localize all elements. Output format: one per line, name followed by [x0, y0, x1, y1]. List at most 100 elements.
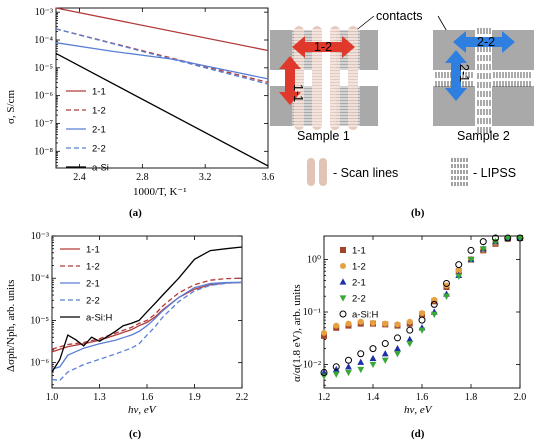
arrow-1-1: 1-1	[279, 56, 305, 105]
panel-a-x-ticks: 2.4 2.8 3.2 3.6	[73, 8, 274, 183]
panel-d-points	[320, 234, 524, 380]
legend-label-1-2: 1-2	[352, 262, 366, 273]
series-line-1-1	[51, 281, 243, 353]
legend-marker-2-1	[339, 278, 347, 285]
panel-a-xlabel: 1000/T, K⁻¹	[133, 186, 187, 198]
panel-a-letter: (a)	[129, 207, 142, 219]
svg-text:2-2: 2-2	[477, 35, 495, 49]
panel-d-legend: 1-1 1-2 2-1 2-2 a-Si:H	[339, 246, 379, 321]
legend-label-a-Si:H: a-Si:H	[352, 310, 379, 321]
y-tick-label: 10⁻¹	[303, 307, 321, 318]
data-point-2-2	[357, 366, 365, 374]
svg-text:1-1: 1-1	[291, 84, 305, 102]
data-point-1-2	[406, 318, 413, 325]
panel-b-letter: (b)	[411, 207, 425, 219]
lipss-label: - LIPSS	[473, 166, 516, 180]
sample-2-label: Sample 2	[457, 129, 510, 143]
series-line-a-Si	[55, 52, 269, 167]
scan-lines-label: - Scan lines	[333, 166, 398, 180]
panel-c: 10⁻³ 10⁻⁴ 10⁻⁵ 10⁻⁶ 1.0 1.3 1.6 1.9 2.2 1-1 1-2 2…	[5, 231, 248, 440]
y-tick-label: 10⁻³	[31, 231, 49, 242]
data-point-1-2	[443, 282, 450, 289]
data-point-a-Si:H	[345, 356, 352, 364]
legend-label-a-Si: a-Si	[92, 163, 109, 174]
legend-label-1-1: 1-1	[86, 245, 100, 256]
data-point-2-1	[332, 365, 340, 373]
y-tick-label: 10⁻⁵	[30, 315, 49, 326]
arrow-1-2: 1-2	[292, 36, 355, 58]
panel-d-letter: (d)	[411, 428, 425, 440]
data-point-a-Si:H	[443, 279, 450, 287]
data-point-a-Si:H	[467, 246, 475, 254]
data-point-a-Si:H	[516, 234, 524, 242]
y-tick-label: 10⁻²	[303, 359, 321, 370]
legend-marker-1-1	[340, 247, 346, 253]
panel-a-ylabel: σ, S/cm	[5, 90, 17, 124]
data-point-a-Si:H	[332, 363, 340, 371]
x-tick-label: 1.8	[465, 392, 478, 403]
sample-1-label: Sample 1	[297, 129, 350, 143]
y-tick-label: 10⁻⁴	[34, 35, 53, 46]
series-line-2-1	[51, 281, 243, 370]
y-tick-label: 10⁻⁷	[34, 118, 53, 129]
panel-d-x-ticks: 1.2 1.4 1.6 1.8 2.0	[318, 236, 527, 403]
data-point-a-Si:H	[504, 234, 512, 242]
data-point-a-Si:H	[357, 350, 365, 358]
data-point-2-1	[369, 354, 377, 362]
x-tick-label: 3.6	[262, 172, 275, 183]
panel-c-x-ticks: 1.0 1.3 1.6 1.9 2.2	[46, 236, 249, 403]
legend-label-2-1: 2-1	[92, 125, 106, 136]
sample-2-diagram: 2-2 2-1 Sample 2	[433, 28, 534, 143]
data-point-a-Si:H	[406, 326, 414, 334]
series-line-1-1	[55, 7, 269, 52]
x-tick-label: 1.9	[188, 392, 201, 403]
panel-c-ylabel: Δσph/Nph, arb. units	[5, 280, 17, 372]
data-point-2-1	[381, 350, 389, 357]
y-tick-label: 10⁻³	[35, 7, 53, 18]
data-point-1-2	[345, 320, 352, 327]
legend-label-1-1: 1-1	[352, 246, 366, 257]
data-point-2-2	[443, 293, 450, 300]
legend-label-1-2: 1-2	[86, 262, 100, 273]
legend-label-a-Si:H: a-Si:H	[86, 313, 113, 324]
panel-c-y-ticks: 10⁻³ 10⁻⁴ 10⁻⁵ 10⁻⁶	[30, 231, 242, 386]
arrow-2-1: 2-1	[445, 50, 471, 101]
data-point-2-2	[418, 327, 426, 334]
sample-2-contact-tr	[492, 30, 534, 70]
legend-marker-2-2	[339, 295, 347, 302]
data-point-a-Si:H	[381, 340, 389, 348]
data-point-2-1	[406, 335, 414, 343]
series-line-a-Si:H	[51, 246, 243, 373]
panel-c-legend: 1-1 1-2 2-1 2-2 a-Si:H	[60, 245, 113, 324]
data-point-2-2	[345, 369, 352, 377]
data-point-1-2	[382, 320, 389, 327]
panel-a: 10⁻³ 10⁻⁴ 10⁻⁵ 10⁻⁶ 10⁻⁷ 10⁻⁸ 2.4 2.8 3.2 3.6 1-…	[5, 7, 274, 219]
sample-1-lipss	[292, 29, 360, 127]
panel-d-ylabel: α/α(1.8 eV), arb. units	[291, 284, 303, 382]
data-point-1-2	[370, 319, 376, 326]
x-tick-label: 1.4	[367, 392, 380, 403]
x-tick-label: 2.0	[514, 392, 527, 403]
legend-label-1-1: 1-1	[92, 87, 106, 98]
x-tick-label: 2.2	[236, 392, 249, 403]
svg-text:2-1: 2-1	[457, 64, 471, 82]
legend-label-2-2: 2-2	[92, 144, 106, 155]
panel-a-legend: 1-1 1-2 2-1 2-2 a-Si	[66, 87, 109, 174]
data-point-a-Si:H	[394, 334, 401, 342]
data-point-1-2	[394, 321, 401, 328]
data-point-a-Si:H	[455, 261, 463, 269]
y-tick-label: 10⁰	[307, 255, 321, 266]
legend-label-2-2: 2-2	[86, 296, 100, 307]
data-point-2-2	[455, 273, 463, 280]
data-point-a-Si:H	[492, 234, 499, 242]
panel-c-xlabel: hν, eV	[128, 404, 157, 416]
panel-c-lines	[51, 246, 243, 382]
data-point-2-2	[479, 246, 487, 253]
data-point-2-2	[381, 357, 389, 364]
x-tick-label: 2.8	[136, 172, 149, 183]
series-line-2-1	[55, 42, 269, 80]
data-point-2-2	[467, 256, 475, 264]
data-point-1-2	[321, 329, 327, 336]
data-point-2-2	[516, 235, 524, 242]
x-tick-label: 1.6	[416, 392, 429, 403]
